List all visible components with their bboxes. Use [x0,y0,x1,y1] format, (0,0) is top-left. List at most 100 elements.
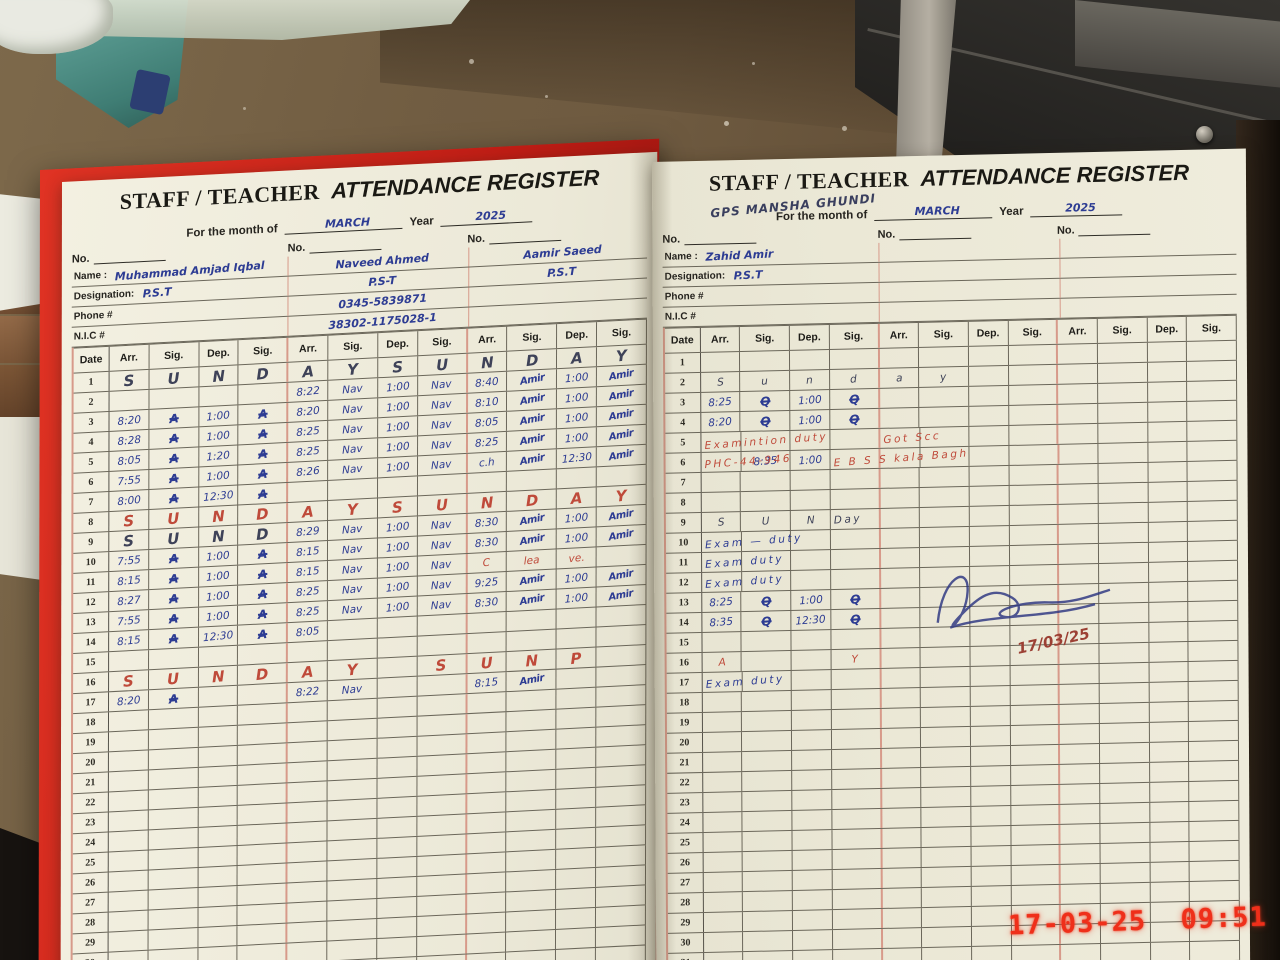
register-cell [921,786,972,808]
handwritten-entry: Nav [431,417,453,432]
register-cell [1187,360,1238,381]
handwritten-entry: 1:00 [564,510,589,526]
register-cell [1147,381,1188,402]
register-cell [970,686,1011,706]
register-cell [880,588,921,608]
register-cell [238,743,288,765]
register-cell [506,869,557,892]
handwritten-entry: S [122,531,135,551]
nic-label: N.I.C # [73,330,105,343]
handwritten-entry: Amir [518,672,545,689]
row-number: 29 [72,932,109,954]
year-label: Year [999,205,1024,219]
register-cell: 1:20 [198,445,239,467]
register-cell: 1:00 [790,390,831,410]
register-cell [287,941,328,960]
column-header: Dep. [557,322,598,349]
register-cell [377,636,418,658]
column-header: Dep. [789,325,830,350]
handwritten-entry: U [166,508,180,528]
handwritten-entry: Nav [342,402,364,417]
register-cell [969,465,1010,486]
register-cell: 12:30 [198,625,239,647]
register-cell [417,694,468,716]
register-cell: E B S S kala Bagh [830,447,969,470]
register-cell: 8:27 [109,590,149,612]
register-cell [1010,804,1061,826]
handwritten-entry: Day [833,512,863,527]
register-cell [287,801,328,823]
register-cell [1188,560,1239,581]
register-cell: 1:00 [557,407,598,429]
register-cell [467,712,507,734]
register-cell: 8:22 [288,380,329,402]
register-cell [198,785,239,807]
handwritten-entry: Nav [342,462,364,477]
register-cell [596,825,647,847]
handwritten-entry: 7:55 [116,473,141,488]
register-cell: A [288,360,329,382]
handwritten-entry: 1:00 [206,408,231,424]
register-cell: D [238,522,289,545]
register-cell [1010,684,1061,706]
title-accent: ATTENDANCE REGISTER [331,164,600,204]
register-cell [377,476,418,498]
register-cell [238,683,289,705]
register-cell [1150,881,1191,902]
register-cell: Y [831,648,882,670]
register-cell [1060,823,1101,844]
register-cell: A [149,487,199,510]
register-cell [377,836,418,858]
register-cell: 1:00 [198,605,239,627]
register-cell [1098,382,1148,403]
handwritten-entry: 12:30 [202,628,234,644]
handwritten-entry: A [168,490,179,506]
handwritten-entry: 8:15 [116,633,141,648]
handwritten-entry: 8:25 [295,424,320,439]
handwritten-entry: U [166,528,180,548]
handwritten-entry: 8:30 [474,515,499,530]
handwritten-entry: A [168,430,179,446]
register-cell [1058,423,1099,444]
register-cell [416,934,467,957]
register-cell [1097,342,1148,363]
handwritten-entry: Nav [342,442,364,457]
register-cell [506,889,557,912]
register-cell [1147,361,1188,382]
handwritten-entry: 1:00 [385,579,410,595]
register-cell [882,908,923,928]
handwritten-entry: S [391,357,404,377]
register-cell: Exam — duty [701,532,803,552]
register-cell [1149,781,1190,802]
register-cell [742,750,793,772]
handwritten-entry: 1:00 [385,439,410,455]
row-number: 12 [73,592,110,613]
register-cell [1060,864,1101,884]
handwritten-entry: N [524,650,539,670]
handwritten-entry: 8:30 [474,535,499,550]
register-cell [467,772,507,794]
register-cell [287,821,328,843]
register-cell: Q [740,390,791,412]
handwritten-entry: S [123,370,135,390]
handwritten-entry: 1:00 [385,539,410,555]
register-cell [108,730,149,752]
handwritten-entry: Amir [518,512,545,528]
register-cell [556,727,597,749]
handwritten-entry: A [717,655,726,669]
month-value: MARCH [914,204,960,219]
register-cell [1150,841,1190,862]
handwritten-entry: c.h [478,455,496,470]
register-cell [288,641,328,663]
register-cell [596,725,647,747]
register-right-page: STAFF / TEACHER ATTENDANCE REGISTER For … [652,148,1251,960]
handwritten-entry: N [806,513,815,527]
register-cell [702,632,743,652]
register-cell [1149,681,1190,702]
register-cell [417,674,468,696]
register-cell: Nav [328,458,379,480]
handwritten-entry: A [168,470,179,486]
row-number: 3 [665,392,702,413]
register-cell [1189,800,1240,821]
register-cell: 1:00 [378,436,418,458]
